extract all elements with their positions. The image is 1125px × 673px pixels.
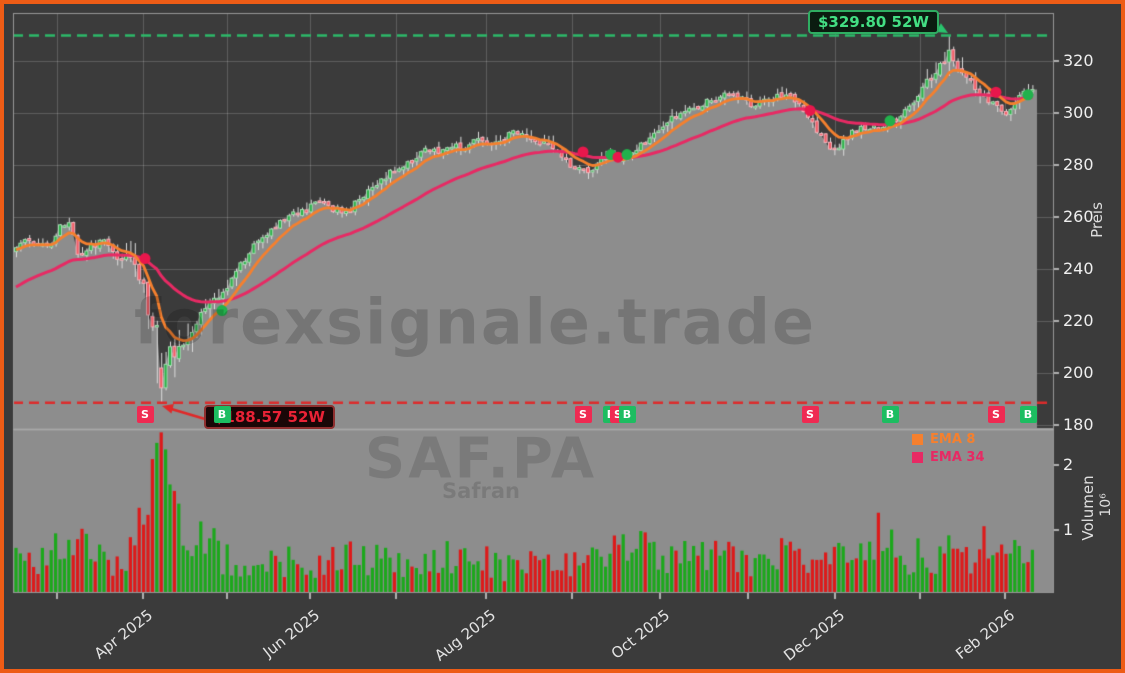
sell-signal-marker: S: [801, 406, 819, 423]
sell-signal-marker: S: [987, 406, 1005, 423]
legend-swatch: [912, 451, 923, 463]
legend-swatch: [912, 433, 923, 445]
legend-label: EMA 8: [930, 431, 976, 447]
volume-tick-label: 1: [1063, 520, 1074, 539]
price-tick-label: 300: [1063, 103, 1094, 122]
legend-label: EMA 34: [930, 449, 985, 465]
buy-signal-marker: B: [1019, 406, 1037, 423]
sell-signal-marker: S: [136, 406, 154, 423]
price-axis-title: Preis: [1088, 202, 1106, 238]
buy-signal-marker: B: [881, 406, 899, 423]
price-tick-label: 280: [1063, 155, 1094, 174]
volume-axis-title: Volumen: [1079, 475, 1097, 541]
price-tick-label: 260: [1063, 207, 1094, 226]
buy-signal-marker: B: [213, 406, 231, 423]
price-tick-label: 240: [1063, 259, 1094, 278]
high-52w-annotation: $329.80 52W: [808, 10, 939, 34]
price-tick-label: 320: [1063, 51, 1094, 70]
sell-signal-marker: S: [574, 406, 592, 423]
legend-item: EMA 34: [912, 448, 985, 466]
legend-item: EMA 8: [912, 430, 985, 448]
price-tick-label: 220: [1063, 311, 1094, 330]
price-tick-label: 200: [1063, 363, 1094, 382]
volume-tick-label: 2: [1063, 455, 1074, 474]
price-tick-label: 180: [1063, 415, 1094, 434]
buy-signal-marker: B: [618, 406, 636, 423]
volume-axis-scale: 10⁶: [1098, 493, 1114, 517]
ema-legend: EMA 8 EMA 34: [912, 430, 985, 466]
